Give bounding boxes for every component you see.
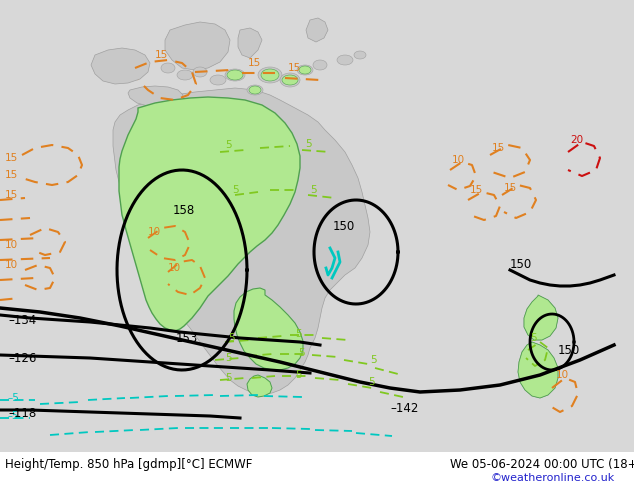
Ellipse shape — [297, 65, 313, 75]
Ellipse shape — [258, 67, 282, 83]
Polygon shape — [306, 18, 328, 42]
Ellipse shape — [247, 85, 263, 95]
Text: –118: –118 — [8, 407, 36, 419]
Ellipse shape — [313, 60, 327, 70]
Text: 10: 10 — [168, 263, 181, 273]
Ellipse shape — [249, 86, 261, 94]
Ellipse shape — [280, 73, 300, 87]
Text: 5: 5 — [368, 377, 375, 387]
Text: 15: 15 — [248, 58, 261, 68]
Ellipse shape — [177, 70, 193, 80]
Text: 5: 5 — [370, 355, 377, 365]
Text: 5: 5 — [232, 185, 238, 195]
Text: 15: 15 — [492, 143, 505, 153]
Text: 20: 20 — [570, 135, 583, 145]
Ellipse shape — [227, 70, 243, 80]
Text: 5: 5 — [295, 329, 302, 339]
Ellipse shape — [354, 51, 366, 59]
Text: –5: –5 — [8, 411, 19, 421]
Text: 5: 5 — [295, 370, 302, 380]
Text: 5: 5 — [305, 139, 312, 149]
Polygon shape — [518, 342, 558, 398]
Text: 15: 15 — [5, 170, 18, 180]
Text: We 05-06-2024 00:00 UTC (18+06): We 05-06-2024 00:00 UTC (18+06) — [450, 458, 634, 470]
Text: 150: 150 — [333, 220, 355, 232]
Text: 10: 10 — [5, 260, 18, 270]
Ellipse shape — [210, 75, 226, 85]
Text: 10: 10 — [556, 370, 569, 380]
Text: 5: 5 — [228, 333, 235, 343]
Text: 15: 15 — [5, 153, 18, 163]
Text: 5: 5 — [530, 333, 536, 343]
Text: 150: 150 — [510, 258, 533, 270]
Ellipse shape — [299, 66, 311, 74]
Text: 5: 5 — [225, 140, 231, 150]
Ellipse shape — [282, 75, 298, 85]
Ellipse shape — [161, 63, 175, 73]
Text: 15: 15 — [155, 50, 168, 60]
Text: 158: 158 — [173, 203, 195, 217]
Polygon shape — [91, 48, 150, 84]
Ellipse shape — [225, 69, 245, 81]
Text: ©weatheronline.co.uk: ©weatheronline.co.uk — [490, 473, 614, 483]
Text: 150: 150 — [558, 343, 580, 357]
Text: 10: 10 — [148, 227, 161, 237]
Polygon shape — [165, 22, 230, 70]
Polygon shape — [128, 86, 183, 107]
Text: 10: 10 — [452, 155, 465, 165]
Polygon shape — [524, 295, 558, 340]
Text: 153: 153 — [176, 332, 198, 344]
Text: 5: 5 — [310, 185, 316, 195]
Text: 5: 5 — [225, 373, 231, 383]
Text: 10: 10 — [5, 240, 18, 250]
Text: 15: 15 — [5, 190, 18, 200]
Ellipse shape — [337, 55, 353, 65]
Text: –142: –142 — [390, 401, 418, 415]
Ellipse shape — [193, 67, 207, 77]
Polygon shape — [234, 288, 303, 370]
Polygon shape — [247, 375, 272, 397]
Polygon shape — [238, 28, 262, 58]
Polygon shape — [524, 295, 558, 340]
Polygon shape — [119, 97, 300, 331]
Text: 5: 5 — [225, 353, 231, 363]
Bar — [0, 452, 634, 490]
Ellipse shape — [261, 69, 279, 81]
Text: –126: –126 — [8, 351, 36, 365]
Text: 15: 15 — [288, 63, 301, 73]
Text: –5: –5 — [8, 393, 20, 403]
Text: 15: 15 — [470, 185, 483, 195]
Text: –134: –134 — [8, 314, 36, 326]
Polygon shape — [518, 342, 558, 398]
Text: 15: 15 — [504, 183, 517, 193]
Text: Height/Temp. 850 hPa [gdmp][°C] ECMWF: Height/Temp. 850 hPa [gdmp][°C] ECMWF — [5, 458, 252, 470]
Text: 5: 5 — [298, 348, 304, 358]
Polygon shape — [113, 88, 370, 394]
